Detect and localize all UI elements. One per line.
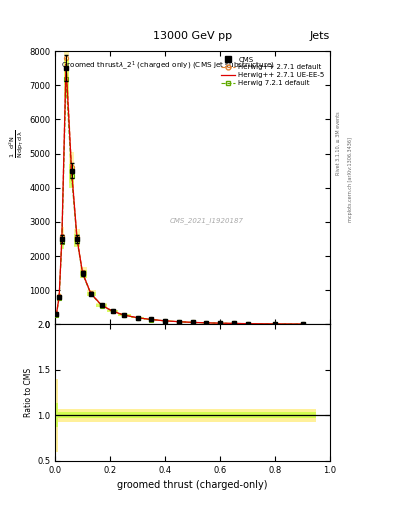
Text: $\mathregular{\frac{1}{N}\frac{d^2N}{dp_T\,d\,\lambda}}$: $\mathregular{\frac{1}{N}\frac{d^2N}{dp_…	[8, 129, 26, 158]
Text: CMS_2021_I1920187: CMS_2021_I1920187	[169, 217, 243, 224]
Text: Rivet 3.1.10, ≥ 3M events: Rivet 3.1.10, ≥ 3M events	[336, 112, 341, 175]
X-axis label: groomed thrust (charged-only): groomed thrust (charged-only)	[118, 480, 268, 490]
Text: 13000 GeV pp: 13000 GeV pp	[153, 31, 232, 41]
Text: Jets: Jets	[310, 31, 330, 41]
Y-axis label: Ratio to CMS: Ratio to CMS	[24, 368, 33, 417]
Legend: CMS, Herwig++ 2.7.1 default, Herwig++ 2.7.1 UE-EE-5, Herwig 7.2.1 default: CMS, Herwig++ 2.7.1 default, Herwig++ 2.…	[219, 55, 327, 88]
Text: mcplots.cern.ch [arXiv:1306.3436]: mcplots.cern.ch [arXiv:1306.3436]	[348, 137, 353, 222]
Text: Groomed thrust$\lambda\_2^1$ (charged only) (CMS jet substructure): Groomed thrust$\lambda\_2^1$ (charged on…	[61, 59, 275, 72]
